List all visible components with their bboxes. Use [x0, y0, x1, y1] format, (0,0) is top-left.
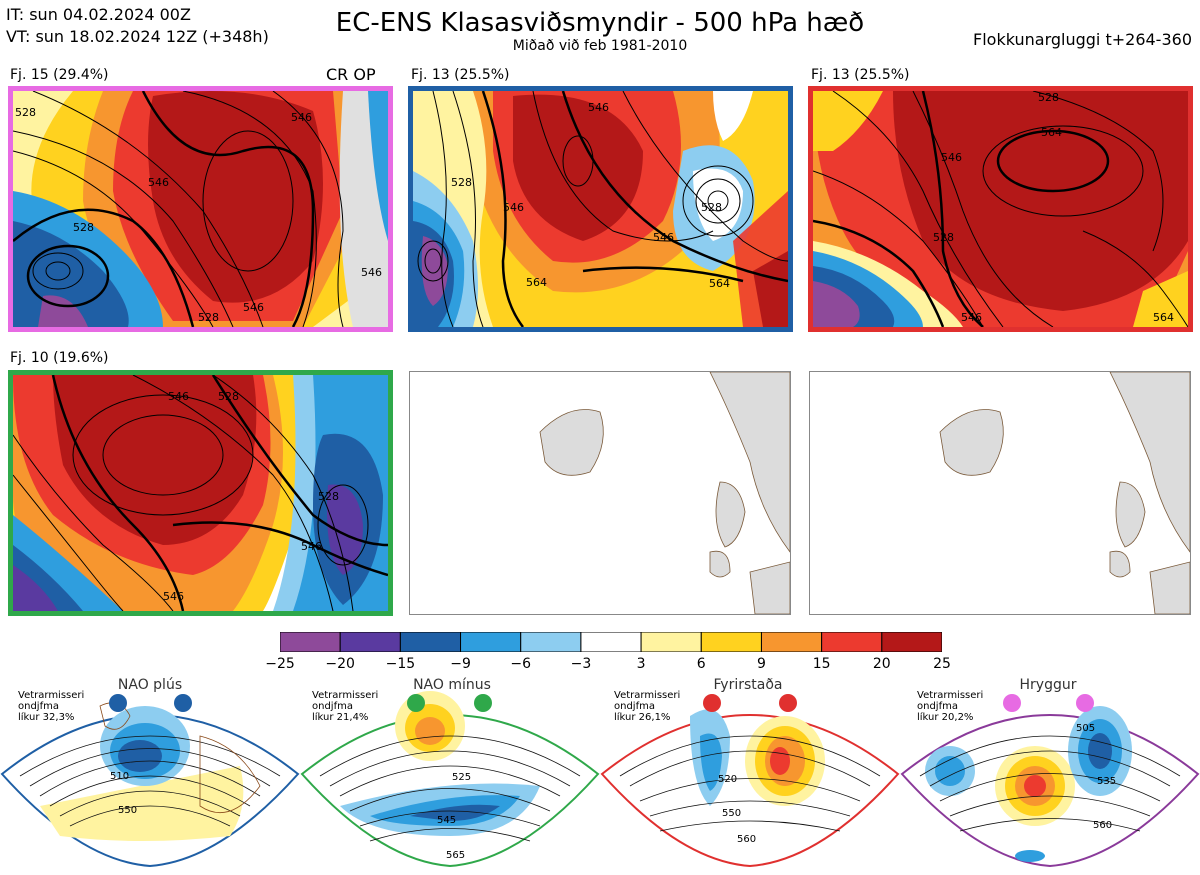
- contour-label: 546: [941, 151, 962, 164]
- contour-label: 546: [961, 311, 982, 324]
- colorbar-segment: [821, 631, 883, 653]
- colorbar-tick-label: 6: [696, 656, 706, 672]
- contour-label: 564: [1153, 311, 1174, 324]
- panel-3-label: Fj. 13 (25.5%): [811, 67, 910, 83]
- page-title: EC-ENS Klasasviðsmyndir - 500 hPa hæð: [335, 8, 865, 38]
- contour-label: 564: [526, 276, 547, 289]
- regime-title-1: NAO plús: [117, 677, 183, 693]
- colorbar-tick-label: −25: [265, 656, 295, 672]
- colorbar-segment: [520, 631, 582, 653]
- initial-time: IT: sun 04.02.2024 00Z: [6, 5, 191, 24]
- contour-label: 528: [451, 176, 472, 189]
- header-dates: IT: sun 04.02.2024 00Z VT: sun 18.02.202…: [6, 4, 269, 48]
- colorbar-segment: [339, 631, 401, 653]
- regime-note-2: Vetrarmisseri ondjfma líkur 21,4%: [312, 690, 379, 723]
- regime-ridge: [900, 706, 1200, 868]
- colorbar-segment: [279, 631, 341, 653]
- contour-label: 528: [933, 231, 954, 244]
- regime-blocking: [600, 709, 900, 868]
- contour-label: 528: [1038, 91, 1059, 104]
- colorbar-tick-label: −9: [450, 656, 471, 672]
- contour-label: 546: [588, 101, 609, 114]
- colorbar-tick-label: 9: [756, 656, 766, 672]
- contour-label: 528: [73, 221, 94, 234]
- colorbar-segment: [700, 631, 762, 653]
- contour-label: 528: [701, 201, 722, 214]
- contour-label: 546: [503, 201, 524, 214]
- empty-map-5: [409, 371, 791, 615]
- contour-label: 560: [737, 834, 756, 845]
- page-subtitle: Miðað við feb 1981-2010: [512, 38, 688, 54]
- colorbar-tick-label: −3: [570, 656, 592, 672]
- contour-label: 505: [1076, 723, 1095, 734]
- contour-label: 528: [318, 490, 339, 503]
- contour-label: 545: [437, 815, 456, 826]
- regime-title-3: Fyrirstaða: [713, 677, 783, 693]
- regime-nao-minus: [300, 691, 600, 868]
- contour-label: 528: [218, 390, 239, 403]
- classification-window: Flokkunargluggi t+264-360: [973, 30, 1192, 49]
- colorbar-tick-label: −20: [325, 656, 355, 672]
- colorbar-tick-label: 15: [812, 656, 831, 672]
- regime-note-4: Vetrarmisseri ondjfma líkur 20,2%: [917, 690, 984, 723]
- contour-label: 546: [361, 266, 382, 279]
- contour-label: 520: [718, 774, 737, 785]
- contour-label: 546: [163, 590, 184, 603]
- colorbar-tick-label: −15: [385, 656, 416, 672]
- panel-2-label: Fj. 13 (25.5%): [411, 67, 510, 83]
- contour-label: 546: [653, 231, 674, 244]
- panel-1-tag: CR OP: [326, 65, 376, 84]
- regime-title-2: NAO mínus: [413, 677, 491, 693]
- colorbar-segment: [580, 631, 642, 653]
- colorbar-segment: [640, 631, 702, 653]
- contour-label: 550: [722, 808, 741, 819]
- regime-title-4: Hryggur: [1019, 677, 1077, 693]
- contour-label: 546: [291, 111, 312, 124]
- cluster-map-2: 546 528 546 528 564 564 546: [408, 86, 793, 332]
- contour-label: 510: [110, 771, 129, 782]
- colorbar-segment: [460, 631, 522, 653]
- panel-4-label: Fj. 10 (19.6%): [10, 350, 109, 366]
- contour-label: 528: [198, 311, 219, 324]
- cluster-map-1: 528 546 546 528 546 546 528: [8, 86, 393, 332]
- colorbar-tick-label: 3: [636, 656, 646, 672]
- contour-label: 525: [452, 772, 471, 783]
- colorbar-tick-label: 25: [933, 656, 951, 672]
- regime-note-1: Vetrarmisseri ondjfma líkur 32,3%: [18, 690, 85, 723]
- panel-1-label: Fj. 15 (29.4%): [10, 67, 109, 83]
- colorbar-segment: [881, 631, 943, 653]
- contour-label: 535: [1097, 776, 1116, 787]
- cluster-map-3: 528 564 546 528 546 564: [808, 86, 1193, 332]
- colorbar-tick-label: −6: [510, 656, 532, 672]
- contour-label: 550: [118, 805, 137, 816]
- contour-label: 546: [243, 301, 264, 314]
- contour-label: 565: [446, 850, 465, 861]
- valid-time: VT: sun 18.02.2024 12Z (+348h): [6, 27, 269, 46]
- contour-label: 564: [709, 277, 730, 290]
- regime-note-3: Vetrarmisseri ondjfma líkur 26,1%: [614, 690, 681, 723]
- contour-label: 560: [1093, 820, 1112, 831]
- colorbar-segment: [399, 631, 462, 653]
- weather-regimes: 510 550 525 545 565 520 550 560 505 535 …: [0, 676, 1200, 871]
- contour-label: 546: [148, 176, 169, 189]
- empty-map-6: [809, 371, 1191, 615]
- cluster-map-4: 546 528 546 546 528: [8, 370, 393, 616]
- contour-label: 546: [301, 540, 322, 553]
- colorbar-tick-label: 20: [872, 656, 891, 672]
- contour-label: 546: [168, 390, 189, 403]
- regime-nao-plus: [0, 702, 300, 868]
- contour-label: 528: [15, 106, 36, 119]
- contour-label: 564: [1041, 126, 1062, 139]
- colorbar-segment: [760, 631, 823, 653]
- colorbar: [279, 631, 943, 653]
